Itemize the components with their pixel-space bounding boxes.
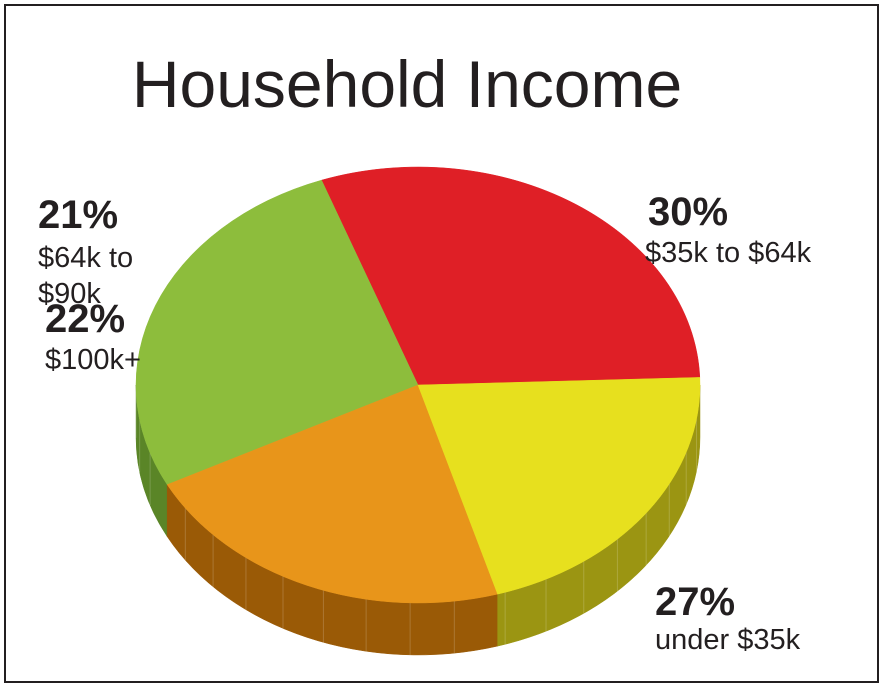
slice-percent-35k-64k: 30% — [648, 190, 728, 234]
slice-label-under-35k: under $35k — [655, 624, 801, 656]
slice-label-100k-plus: $100k+ — [45, 344, 141, 376]
slice-percent-under-35k: 27% — [655, 580, 735, 624]
slice-label-64k-90k-line2: $90k — [38, 278, 101, 310]
pie-slices — [136, 167, 700, 603]
slice-label-35k-64k: $35k to $64k — [645, 237, 812, 269]
slice-percent-64k-90k: 21% — [38, 193, 118, 237]
slice-label-64k-90k-line1: $64k to — [38, 242, 133, 274]
chart-title: Household Income — [132, 47, 682, 121]
